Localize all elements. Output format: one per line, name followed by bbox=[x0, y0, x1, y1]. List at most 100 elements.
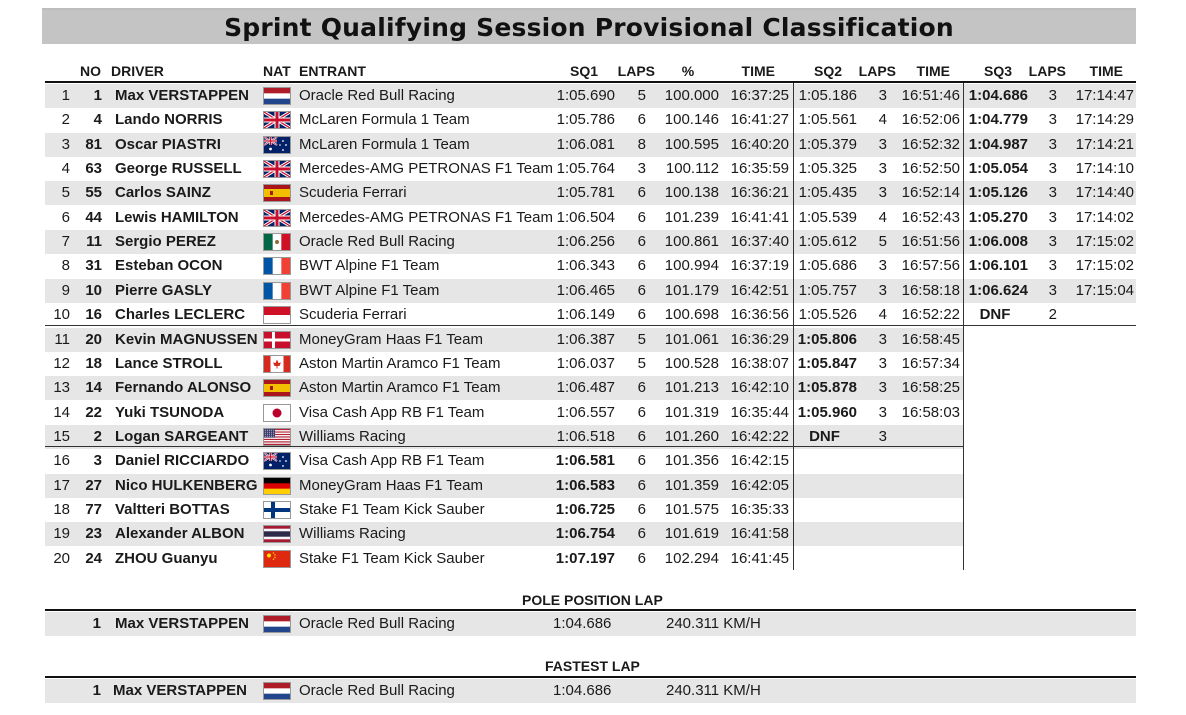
row-entrant: Oracle Red Bull Racing bbox=[299, 87, 455, 104]
row-car-number: 24 bbox=[85, 549, 102, 567]
row-sq1-time: 1:06.557 bbox=[556, 403, 615, 421]
table-row: 17 27 Nico HULKENBERG MoneyGram Haas F1 Tea… bbox=[0, 473, 1186, 498]
row-sq1-laps: 6 bbox=[637, 281, 646, 299]
pole-time: 1:04.686 bbox=[553, 615, 612, 632]
top-rule bbox=[42, 8, 1136, 10]
row-sq1-clock: 16:41:58 bbox=[730, 525, 789, 543]
row-sq3-laps: 3 bbox=[1048, 184, 1057, 202]
row-percentage: 101.061 bbox=[664, 330, 719, 348]
row-sq2-clock: 16:58:25 bbox=[901, 379, 960, 397]
pole-speed: 240.311 KM/H bbox=[666, 615, 761, 632]
row-sq1-laps: 8 bbox=[637, 135, 646, 153]
sq3-divider bbox=[963, 83, 964, 570]
row-percentage: 101.575 bbox=[664, 500, 719, 518]
row-position: 12 bbox=[53, 354, 70, 372]
row-sq3-laps: 3 bbox=[1048, 208, 1057, 226]
row-nationality-flag bbox=[263, 87, 291, 105]
row-sq1-laps: 6 bbox=[637, 427, 646, 445]
row-sq1-clock: 16:42:05 bbox=[730, 476, 789, 494]
fastest-title: FASTEST LAP bbox=[545, 658, 640, 674]
row-sq2-laps: 3 bbox=[878, 160, 887, 178]
row-sq2-clock: 16:58:45 bbox=[901, 330, 960, 348]
row-sq1-time: 1:06.754 bbox=[555, 525, 615, 543]
row-percentage: 100.861 bbox=[664, 233, 719, 251]
fastest-driver: Max VERSTAPPEN bbox=[113, 682, 247, 699]
header-nat: NAT bbox=[263, 63, 291, 79]
row-entrant: Stake F1 Team Kick Sauber bbox=[299, 500, 485, 518]
row-entrant: McLaren Formula 1 Team bbox=[299, 111, 470, 129]
row-position: 9 bbox=[61, 281, 70, 299]
row-sq2-time: 1:05.612 bbox=[798, 233, 857, 251]
row-sq1-time: 1:06.037 bbox=[556, 354, 615, 372]
row-sq3-time: 1:04.987 bbox=[968, 135, 1028, 153]
row-sq1-time: 1:05.786 bbox=[556, 111, 615, 129]
row-sq1-time: 1:06.256 bbox=[556, 233, 615, 251]
header-pct: % bbox=[681, 63, 695, 79]
fastest-entrant: Oracle Red Bull Racing bbox=[299, 682, 455, 699]
row-shade bbox=[45, 84, 963, 108]
row-sq2-laps: 3 bbox=[878, 257, 887, 275]
row-sq1-clock: 16:35:44 bbox=[730, 403, 789, 421]
row-car-number: 2 bbox=[93, 427, 102, 445]
table-row: 9 10 Pierre GASLY BWT Alpine F1 Team 1:06.46… bbox=[0, 278, 1186, 303]
table-row: 15 2 Logan SARGEANT Williams Racing 1:06.518… bbox=[0, 424, 1186, 449]
row-entrant: Visa Cash App RB F1 Team bbox=[299, 452, 485, 470]
row-percentage: 101.356 bbox=[664, 452, 719, 470]
row-sq1-time: 1:06.387 bbox=[556, 330, 615, 348]
row-percentage: 101.619 bbox=[664, 525, 719, 543]
row-sq1-clock: 16:38:07 bbox=[730, 354, 789, 372]
row-sq1-laps: 6 bbox=[637, 111, 646, 129]
row-sq1-time: 1:06.583 bbox=[555, 476, 615, 494]
table-row: 18 77 Valtteri BOTTAS Stake F1 Team Kick Sa… bbox=[0, 498, 1186, 522]
row-driver: Lando NORRIS bbox=[115, 111, 223, 129]
fastest-flag bbox=[263, 682, 291, 700]
row-entrant: Stake F1 Team Kick Sauber bbox=[299, 549, 485, 567]
row-percentage: 101.179 bbox=[664, 281, 719, 299]
row-sq2-laps: 4 bbox=[878, 306, 887, 324]
row-sq2-clock: 16:52:06 bbox=[901, 111, 960, 129]
header-time3: TIME bbox=[1089, 63, 1123, 79]
row-position: 17 bbox=[53, 476, 70, 494]
row-sq1-clock: 16:42:51 bbox=[730, 281, 789, 299]
row-entrant: Mercedes-AMG PETRONAS F1 Team bbox=[299, 208, 553, 226]
row-position: 18 bbox=[53, 500, 70, 518]
header-laps3: LAPS bbox=[1028, 63, 1066, 79]
row-sq1-laps: 6 bbox=[637, 208, 646, 226]
row-sq2-clock: 16:51:46 bbox=[901, 87, 960, 104]
row-sq3-time: 1:04.686 bbox=[968, 87, 1028, 104]
row-percentage: 100.146 bbox=[664, 111, 719, 129]
row-sq3-time: 1:05.126 bbox=[968, 184, 1028, 202]
row-driver: Kevin MAGNUSSEN bbox=[115, 330, 258, 348]
row-sq2-time: 1:05.878 bbox=[797, 379, 857, 397]
row-shade-sq3 bbox=[963, 181, 1136, 206]
row-position: 13 bbox=[53, 379, 70, 397]
row-nationality-flag bbox=[263, 354, 291, 373]
row-shade-sq3 bbox=[963, 132, 1136, 157]
row-sq3-clock: 17:14:21 bbox=[1075, 135, 1134, 153]
row-shade-sq3 bbox=[963, 230, 1136, 255]
row-sq1-time: 1:07.197 bbox=[555, 549, 615, 567]
row-car-number: 27 bbox=[85, 476, 102, 494]
row-driver: Max VERSTAPPEN bbox=[115, 87, 249, 104]
table-row: 20 24 ZHOU Guanyu Stake F1 Team Kick Sauber… bbox=[0, 547, 1186, 571]
row-sq2-clock: 16:57:56 bbox=[901, 257, 960, 275]
row-shade bbox=[45, 376, 963, 401]
row-nationality-flag bbox=[263, 257, 291, 276]
fastest-row: 1 Max VERSTAPPEN Oracle Red Bull Racing … bbox=[45, 679, 1136, 703]
row-car-number: 1 bbox=[93, 87, 102, 104]
row-sq2-laps: 3 bbox=[878, 281, 887, 299]
row-shade bbox=[45, 132, 963, 157]
row-sq3-time: 1:06.101 bbox=[968, 257, 1028, 275]
row-sq1-clock: 16:41:41 bbox=[730, 208, 789, 226]
row-driver: Carlos SAINZ bbox=[115, 184, 211, 202]
row-sq1-clock: 16:42:22 bbox=[730, 427, 789, 445]
row-sq2-time: 1:05.325 bbox=[798, 160, 857, 178]
row-car-number: 4 bbox=[93, 111, 102, 129]
row-sq3-laps: 2 bbox=[1048, 306, 1057, 324]
row-nationality-flag bbox=[263, 427, 291, 446]
row-sq3-laps: 3 bbox=[1048, 281, 1057, 299]
row-sq2-time: 1:05.686 bbox=[798, 257, 857, 275]
row-shade bbox=[45, 327, 963, 352]
row-sq1-time: 1:06.518 bbox=[556, 427, 615, 445]
row-position: 1 bbox=[61, 87, 70, 104]
